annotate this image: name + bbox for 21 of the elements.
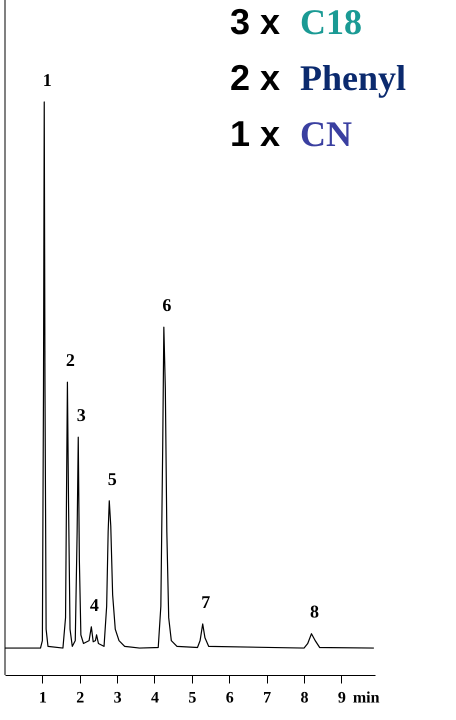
- x-tick-label: 9: [338, 690, 346, 706]
- x-tick-label: 3: [114, 690, 122, 706]
- text: 3 x C18: [230, 1, 362, 42]
- annotation: 7: [201, 592, 210, 612]
- annotation: 8: [310, 602, 319, 622]
- annotation: 1: [42, 70, 52, 90]
- x-tick-label: 5: [188, 690, 196, 706]
- annotation: 1 x CN: [230, 113, 352, 154]
- annotation: 3: [76, 405, 86, 426]
- x-tick-label: 8: [300, 690, 308, 706]
- x-tick-label: 7: [263, 690, 272, 706]
- text: 2 x Phenyl: [230, 57, 406, 98]
- x-tick-label: 1: [38, 690, 47, 706]
- annotation: 2: [66, 350, 75, 370]
- x-axis-title: min: [352, 690, 380, 706]
- annotation: 4: [90, 594, 99, 615]
- x-tick-label: 4: [150, 690, 159, 706]
- annotation: 5: [108, 468, 117, 489]
- annotation: 6: [162, 295, 172, 316]
- x-tick-label: 6: [226, 690, 234, 706]
- x-tick-label: 2: [76, 690, 84, 706]
